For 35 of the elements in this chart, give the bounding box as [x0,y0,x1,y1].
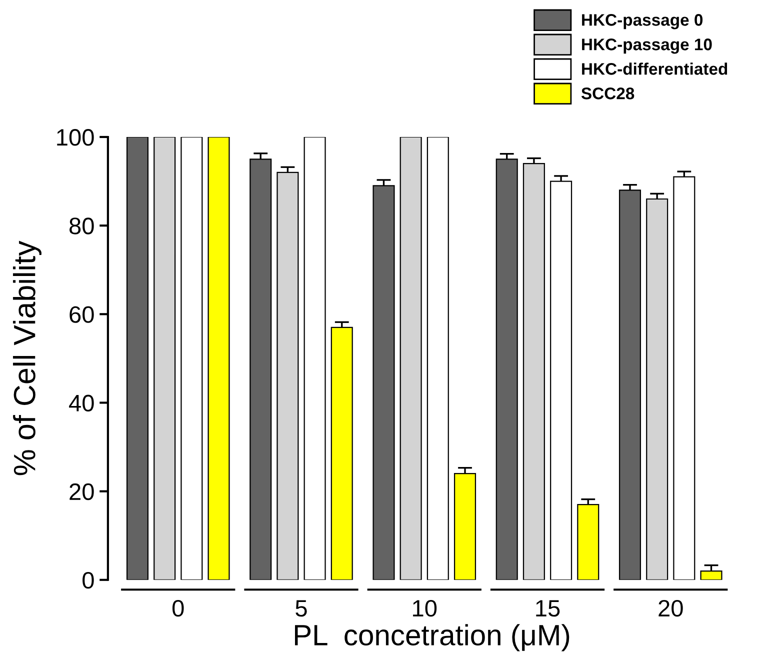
legend-label: SCC28 [581,88,634,100]
legend-label: HKC-passage 0 [582,14,703,30]
bar [673,176,696,580]
x-tick-label: 10 [413,600,437,617]
legend-label: HKC-passage 10 [582,38,712,54]
bar [618,190,642,580]
y-tick-label: 80 [70,218,94,234]
bar [208,136,230,580]
y-tick-label: 40 [69,394,94,412]
y-tick-label: 20 [70,483,94,500]
y-tick-label: 0 [82,572,94,589]
x-tick-label: 0 [172,600,184,617]
bar [400,136,422,580]
x-axis-title: PL concetration (μM) [295,624,570,652]
y-axis-title: % of Cell Viability [12,240,42,476]
bar [330,326,353,580]
bar [180,136,203,580]
bar [126,136,149,580]
bar [550,180,572,580]
bar [577,504,600,580]
bar [700,570,722,580]
y-tick-label: 100 [57,129,94,146]
bar [646,198,668,580]
x-tick-label: 5 [296,600,307,617]
legend-label: HKC-differentiated [582,62,728,75]
x-tick-label: 20 [658,600,683,617]
y-tick-label: 60 [70,306,94,323]
bar [522,163,545,580]
x-tick-label: 15 [536,600,560,617]
bar [304,136,326,580]
bar [426,136,449,580]
bar [276,172,299,580]
bar [372,185,395,580]
bar [496,158,518,580]
bar [154,136,176,580]
